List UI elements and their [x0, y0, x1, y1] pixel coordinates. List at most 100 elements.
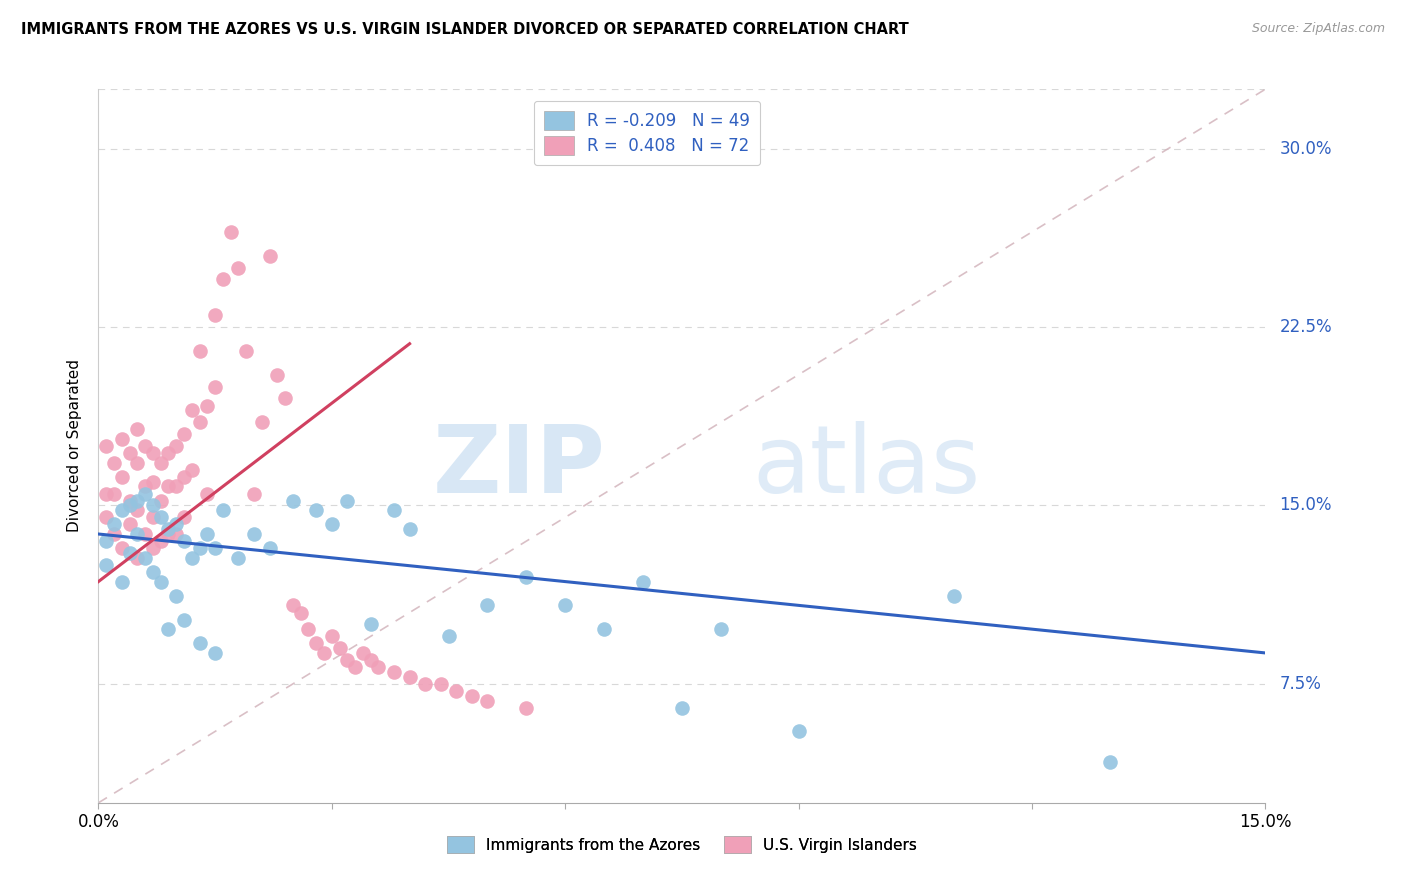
Point — [165, 527, 187, 541]
Point — [111, 503, 134, 517]
Point — [204, 308, 226, 322]
Point — [437, 629, 460, 643]
Point — [165, 517, 187, 532]
Point — [103, 517, 125, 532]
Point — [111, 574, 134, 589]
Text: 7.5%: 7.5% — [1279, 675, 1322, 693]
Point — [212, 503, 235, 517]
Point — [195, 486, 218, 500]
Point — [321, 517, 343, 532]
Point — [149, 456, 172, 470]
Point — [266, 368, 288, 382]
Point — [281, 493, 304, 508]
Point — [96, 510, 118, 524]
Point — [243, 486, 266, 500]
Point — [243, 527, 266, 541]
Point — [259, 249, 281, 263]
Point — [344, 660, 367, 674]
Point — [336, 653, 359, 667]
Point — [235, 343, 257, 358]
Point — [413, 677, 436, 691]
Point — [142, 475, 165, 489]
Point — [461, 689, 484, 703]
Point — [127, 422, 149, 436]
Point — [134, 439, 156, 453]
Text: 22.5%: 22.5% — [1279, 318, 1331, 336]
Text: atlas: atlas — [752, 421, 980, 514]
Point — [134, 486, 156, 500]
Point — [943, 589, 966, 603]
Point — [173, 470, 195, 484]
Point — [111, 470, 134, 484]
Point — [142, 510, 165, 524]
Point — [142, 446, 165, 460]
Point — [173, 427, 195, 442]
Point — [118, 517, 141, 532]
Text: 15.0%: 15.0% — [1279, 497, 1331, 515]
Point — [398, 670, 420, 684]
Point — [204, 379, 226, 393]
Point — [515, 700, 537, 714]
Point — [336, 493, 359, 508]
Point — [96, 486, 118, 500]
Point — [195, 527, 218, 541]
Point — [297, 622, 319, 636]
Point — [127, 527, 149, 541]
Point — [165, 589, 187, 603]
Point — [118, 446, 141, 460]
Point — [367, 660, 389, 674]
Point — [228, 550, 250, 565]
Point — [188, 415, 211, 429]
Point — [103, 486, 125, 500]
Point — [787, 724, 810, 739]
Point — [360, 653, 382, 667]
Point — [134, 550, 156, 565]
Point — [157, 479, 180, 493]
Point — [398, 522, 420, 536]
Point — [111, 432, 134, 446]
Point — [329, 641, 352, 656]
Point — [274, 392, 297, 406]
Point — [321, 629, 343, 643]
Point — [250, 415, 273, 429]
Point — [127, 493, 149, 508]
Point — [515, 570, 537, 584]
Text: 30.0%: 30.0% — [1279, 140, 1331, 158]
Point — [352, 646, 374, 660]
Text: ZIP: ZIP — [433, 421, 606, 514]
Point — [142, 541, 165, 556]
Point — [360, 617, 382, 632]
Point — [195, 399, 218, 413]
Point — [446, 684, 468, 698]
Point — [149, 493, 172, 508]
Point — [290, 606, 312, 620]
Point — [157, 446, 180, 460]
Point — [96, 439, 118, 453]
Point — [180, 550, 202, 565]
Point — [96, 558, 118, 572]
Point — [157, 522, 180, 536]
Point — [149, 534, 172, 549]
Point — [173, 613, 195, 627]
Point — [157, 527, 180, 541]
Point — [96, 534, 118, 549]
Text: IMMIGRANTS FROM THE AZORES VS U.S. VIRGIN ISLANDER DIVORCED OR SEPARATED CORRELA: IMMIGRANTS FROM THE AZORES VS U.S. VIRGI… — [21, 22, 908, 37]
Point — [212, 272, 235, 286]
Point — [188, 343, 211, 358]
Point — [127, 503, 149, 517]
Point — [103, 456, 125, 470]
Point — [118, 546, 141, 560]
Point — [477, 693, 499, 707]
Point — [165, 479, 187, 493]
Point — [103, 527, 125, 541]
Point — [127, 456, 149, 470]
Point — [631, 574, 654, 589]
Point — [188, 636, 211, 650]
Point — [127, 550, 149, 565]
Point — [219, 225, 242, 239]
Point — [134, 479, 156, 493]
Point — [142, 499, 165, 513]
Point — [305, 636, 328, 650]
Point — [149, 574, 172, 589]
Point — [204, 541, 226, 556]
